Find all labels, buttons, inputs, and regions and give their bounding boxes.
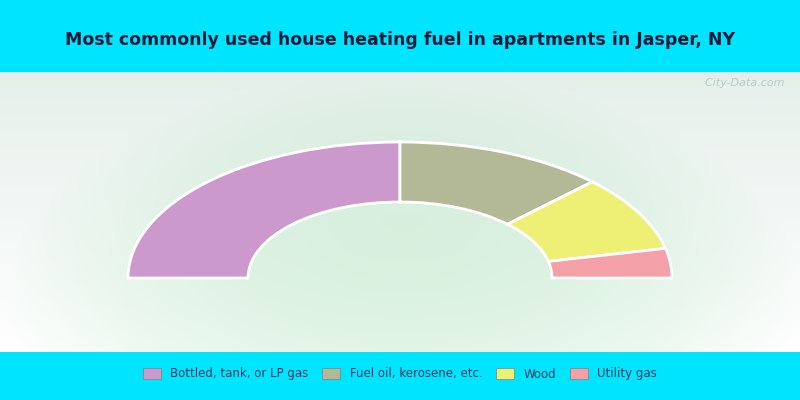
Text: Most commonly used house heating fuel in apartments in Jasper, NY: Most commonly used house heating fuel in…: [65, 31, 735, 49]
Legend: Bottled, tank, or LP gas, Fuel oil, kerosene, etc., Wood, Utility gas: Bottled, tank, or LP gas, Fuel oil, kero…: [138, 363, 662, 385]
Text: City-Data.com: City-Data.com: [698, 78, 784, 88]
Wedge shape: [548, 248, 672, 278]
Wedge shape: [128, 142, 400, 278]
Wedge shape: [400, 142, 592, 224]
Wedge shape: [507, 182, 666, 262]
